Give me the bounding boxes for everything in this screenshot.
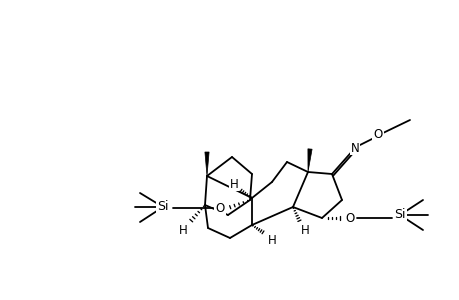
- Text: O: O: [345, 212, 354, 224]
- Polygon shape: [204, 152, 209, 176]
- Text: Si: Si: [157, 200, 168, 214]
- Text: H: H: [300, 224, 309, 236]
- Polygon shape: [307, 149, 311, 172]
- Text: O: O: [373, 128, 382, 142]
- Text: Si: Si: [393, 208, 405, 221]
- Text: H: H: [267, 233, 276, 247]
- Text: H: H: [229, 178, 238, 190]
- Text: N: N: [350, 142, 358, 154]
- Text: H: H: [178, 224, 187, 238]
- Text: O: O: [215, 202, 224, 214]
